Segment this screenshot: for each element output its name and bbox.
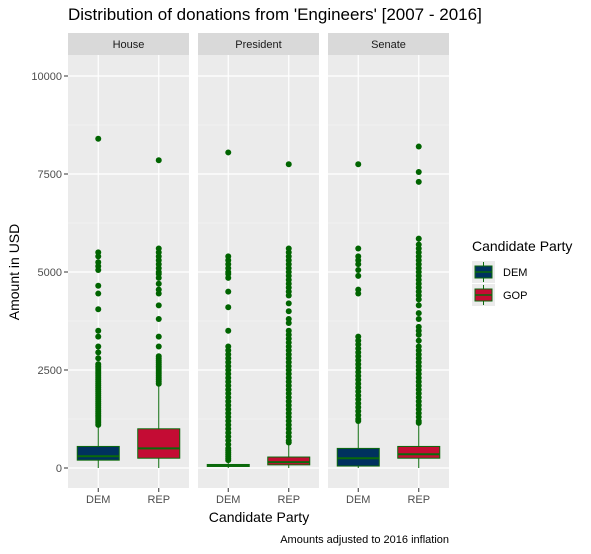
outlier-point bbox=[355, 161, 362, 168]
legend-item-dem: DEM bbox=[472, 261, 527, 283]
outlier-point bbox=[225, 149, 232, 156]
outlier-point bbox=[285, 319, 292, 326]
facet-strip-label: Senate bbox=[371, 39, 406, 51]
outlier-point bbox=[285, 292, 292, 299]
outlier-point bbox=[155, 290, 162, 297]
outlier-point bbox=[95, 343, 102, 350]
facet-strip bbox=[198, 33, 319, 55]
plot-area: House DEM REP President DEM REP Senate DEM REP 0 2… bbox=[31, 33, 449, 506]
outlier-point bbox=[95, 267, 102, 274]
outlier-point bbox=[95, 327, 102, 334]
x-tick-label: REP bbox=[147, 494, 170, 506]
outlier-point bbox=[95, 355, 102, 362]
outlier-point bbox=[355, 272, 362, 279]
outlier-point bbox=[415, 302, 422, 309]
x-tick-label: DEM bbox=[346, 494, 370, 506]
box-body bbox=[397, 445, 441, 459]
box-senate-rep bbox=[397, 143, 441, 468]
legend-title: Candidate Party bbox=[472, 238, 572, 254]
facet-strip-label: President bbox=[235, 39, 281, 51]
outlier-point bbox=[415, 331, 422, 338]
facet-strip bbox=[328, 33, 449, 55]
outlier-point bbox=[155, 333, 162, 340]
outlier-point bbox=[415, 316, 422, 323]
outlier-point bbox=[95, 421, 102, 428]
outlier-point bbox=[95, 290, 102, 297]
x-tick-label: DEM bbox=[216, 494, 240, 506]
facet-panel-senate: Senate DEM REP bbox=[328, 33, 449, 506]
legend: Candidate Party DEM GOP bbox=[472, 238, 572, 306]
outlier-point bbox=[415, 419, 422, 426]
outlier-point bbox=[415, 296, 422, 303]
box-house-rep bbox=[137, 157, 181, 468]
outlier-point bbox=[225, 274, 232, 281]
outlier-point bbox=[225, 304, 232, 311]
outlier-point bbox=[95, 135, 102, 142]
box-president-rep bbox=[267, 161, 311, 468]
outlier-point bbox=[355, 267, 362, 274]
outlier-point bbox=[285, 439, 292, 446]
outlier-point bbox=[155, 380, 162, 387]
outlier-point bbox=[285, 161, 292, 168]
outlier-point bbox=[415, 178, 422, 185]
y-tick-label: 10000 bbox=[31, 71, 62, 83]
outlier-point bbox=[95, 306, 102, 313]
chart-title: Distribution of donations from 'Engineer… bbox=[68, 5, 482, 24]
x-axis-title: Candidate Party bbox=[209, 509, 309, 525]
y-tick-label: 5000 bbox=[38, 267, 62, 279]
outlier-point bbox=[95, 253, 102, 260]
x-tick-label: REP bbox=[277, 494, 300, 506]
outlier-point bbox=[285, 300, 292, 307]
outlier-point bbox=[155, 302, 162, 309]
outlier-point bbox=[155, 157, 162, 164]
x-tick-label: REP bbox=[407, 494, 430, 506]
outlier-point bbox=[355, 245, 362, 252]
outlier-point bbox=[415, 169, 422, 176]
outlier-point bbox=[355, 261, 362, 268]
outlier-point bbox=[225, 288, 232, 295]
box-house-dem bbox=[76, 135, 120, 468]
outlier-point bbox=[415, 143, 422, 150]
box-president-dem bbox=[206, 149, 250, 468]
x-tick-label: DEM bbox=[86, 494, 110, 506]
outlier-point bbox=[155, 274, 162, 281]
outlier-point bbox=[285, 308, 292, 315]
outlier-point bbox=[355, 417, 362, 424]
box-body bbox=[76, 445, 120, 461]
outlier-point bbox=[95, 349, 102, 356]
box-body bbox=[137, 428, 181, 459]
outlier-point bbox=[415, 310, 422, 317]
outlier-point bbox=[155, 316, 162, 323]
outlier-point bbox=[415, 235, 422, 242]
y-tick-label: 2500 bbox=[38, 365, 62, 377]
legend-item-label: GOP bbox=[503, 290, 527, 302]
y-axis-title: Amount in USD bbox=[6, 224, 22, 320]
outlier-point bbox=[155, 280, 162, 287]
legend-item-label: DEM bbox=[503, 267, 527, 279]
outlier-point bbox=[415, 337, 422, 344]
facet-strip-label: House bbox=[113, 39, 145, 51]
outlier-point bbox=[225, 457, 232, 464]
legend-item-gop: GOP bbox=[472, 284, 527, 306]
outlier-point bbox=[155, 343, 162, 350]
outlier-point bbox=[95, 282, 102, 289]
box-senate-dem bbox=[336, 161, 380, 468]
outlier-point bbox=[225, 327, 232, 334]
y-tick-label: 0 bbox=[56, 463, 62, 475]
outlier-point bbox=[95, 333, 102, 340]
facet-strip bbox=[68, 33, 189, 55]
box-body bbox=[267, 456, 311, 466]
y-tick-label: 7500 bbox=[38, 169, 62, 181]
facet-panel-house: House DEM REP bbox=[68, 33, 189, 506]
outlier-point bbox=[355, 290, 362, 297]
facet-panel-president: President DEM REP bbox=[198, 33, 319, 506]
chart-caption: Amounts adjusted to 2016 inflation bbox=[280, 534, 449, 546]
